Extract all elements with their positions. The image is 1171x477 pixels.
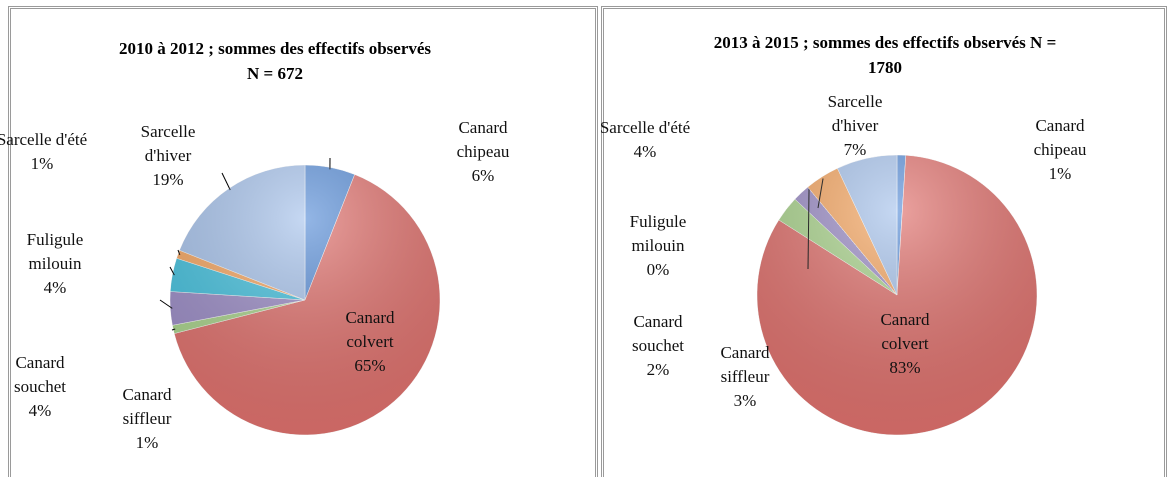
panel [8,6,598,477]
category-label: Canard colvert [880,310,930,353]
chart-title-text: 2010 à 2012 ; sommes des effectifs obser… [118,39,432,83]
slice-label: Canard siffleur 1% [101,383,193,455]
value-label: 4% [633,142,657,161]
slice-label: Fuligule milouin 4% [9,228,101,300]
category-label: Canard chipeau [1033,116,1087,159]
category-label: Sarcelle d'été [0,130,88,149]
chart-title-text: 2013 à 2015 ; sommes des effectifs obser… [713,33,1057,77]
category-label: Sarcelle d'hiver [140,122,196,165]
category-label: Sarcelle d'hiver [827,92,883,135]
value-label: 2% [646,360,670,379]
value-label: 1% [30,154,54,173]
category-label: Canard souchet [632,312,684,355]
slice-label: Canard chipeau 1% [1014,114,1106,186]
category-label: Canard chipeau [456,118,510,161]
value-label: 3% [733,391,757,410]
slice-label: Sarcelle d'été 4% [599,116,691,164]
chart-title: 2010 à 2012 ; sommes des effectifs obser… [115,36,435,86]
value-label: 19% [152,170,184,189]
value-label: 4% [28,401,52,420]
value-label: 7% [843,140,867,159]
slice-label: Canard souchet 4% [0,351,86,423]
slice-label: Fuligule milouin 0% [612,210,704,282]
slice-label: Canard souchet 2% [612,310,704,382]
slice-label: Sarcelle d'hiver 19% [122,120,214,192]
category-label: Fuligule milouin [629,212,687,255]
slice-label: Canard siffleur 3% [699,341,791,413]
category-label: Canard siffleur [720,343,770,386]
slice-label: Canard chipeau 6% [437,116,529,188]
leader-line [221,172,231,191]
value-label: 83% [889,358,921,377]
panel [601,6,1167,477]
value-label: 0% [646,260,670,279]
category-label: Canard souchet [14,353,66,396]
value-label: 4% [43,278,67,297]
slice-label: Sarcelle d'été 1% [0,128,88,176]
value-label: 6% [471,166,495,185]
slice-label: Sarcelle d'hiver 7% [809,90,901,162]
slice-label: Canard colvert 65% [324,306,416,378]
slice-label: Canard colvert 83% [859,308,951,380]
value-label: 1% [1048,164,1072,183]
value-label: 65% [354,356,386,375]
category-label: Fuligule milouin [26,230,84,273]
category-label: Canard colvert [345,308,395,351]
value-label: 1% [135,433,159,452]
chart-title: 2013 à 2015 ; sommes des effectifs obser… [705,30,1065,80]
category-label: Sarcelle d'été [599,118,691,137]
category-label: Canard siffleur [122,385,172,428]
